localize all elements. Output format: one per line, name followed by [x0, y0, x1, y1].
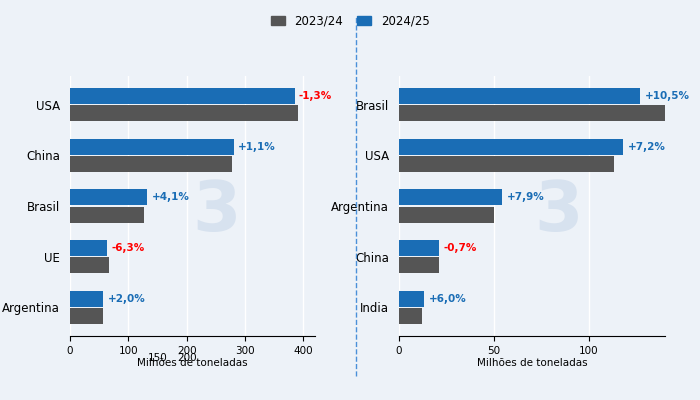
Text: +2,0%: +2,0% — [108, 294, 146, 304]
Bar — [70, 240, 106, 256]
Text: -6,3%: -6,3% — [111, 243, 144, 253]
Bar — [399, 206, 494, 223]
Bar — [399, 156, 614, 172]
Legend: 2023/24, 2024/25: 2023/24, 2024/25 — [266, 10, 434, 32]
Bar — [70, 88, 295, 104]
Text: -0,7%: -0,7% — [444, 243, 477, 253]
X-axis label: Milhões de toneladas: Milhões de toneladas — [137, 358, 248, 368]
Bar — [70, 206, 144, 223]
Text: +10,5%: +10,5% — [645, 91, 690, 101]
X-axis label: Milhões de toneladas: Milhões de toneladas — [477, 358, 587, 368]
Text: -1,3%: -1,3% — [299, 91, 332, 101]
Bar — [399, 291, 423, 307]
Bar — [70, 257, 109, 274]
Text: 3: 3 — [534, 178, 583, 245]
Bar — [70, 156, 232, 172]
Bar — [70, 291, 104, 307]
Text: +7,2%: +7,2% — [628, 142, 666, 152]
Text: +1,1%: +1,1% — [238, 142, 276, 152]
Bar — [399, 240, 439, 256]
Bar — [399, 257, 439, 274]
Bar — [399, 308, 422, 324]
Bar — [70, 189, 147, 206]
Text: +4,1%: +4,1% — [151, 192, 189, 202]
Bar — [70, 105, 298, 121]
Text: +6,0%: +6,0% — [428, 294, 466, 304]
Text: +7,9%: +7,9% — [506, 192, 544, 202]
Bar — [399, 189, 502, 206]
Bar — [399, 105, 700, 121]
Bar — [70, 138, 234, 155]
Text: 3: 3 — [193, 178, 242, 245]
Bar — [399, 138, 623, 155]
Bar — [399, 88, 640, 104]
Bar — [70, 308, 103, 324]
